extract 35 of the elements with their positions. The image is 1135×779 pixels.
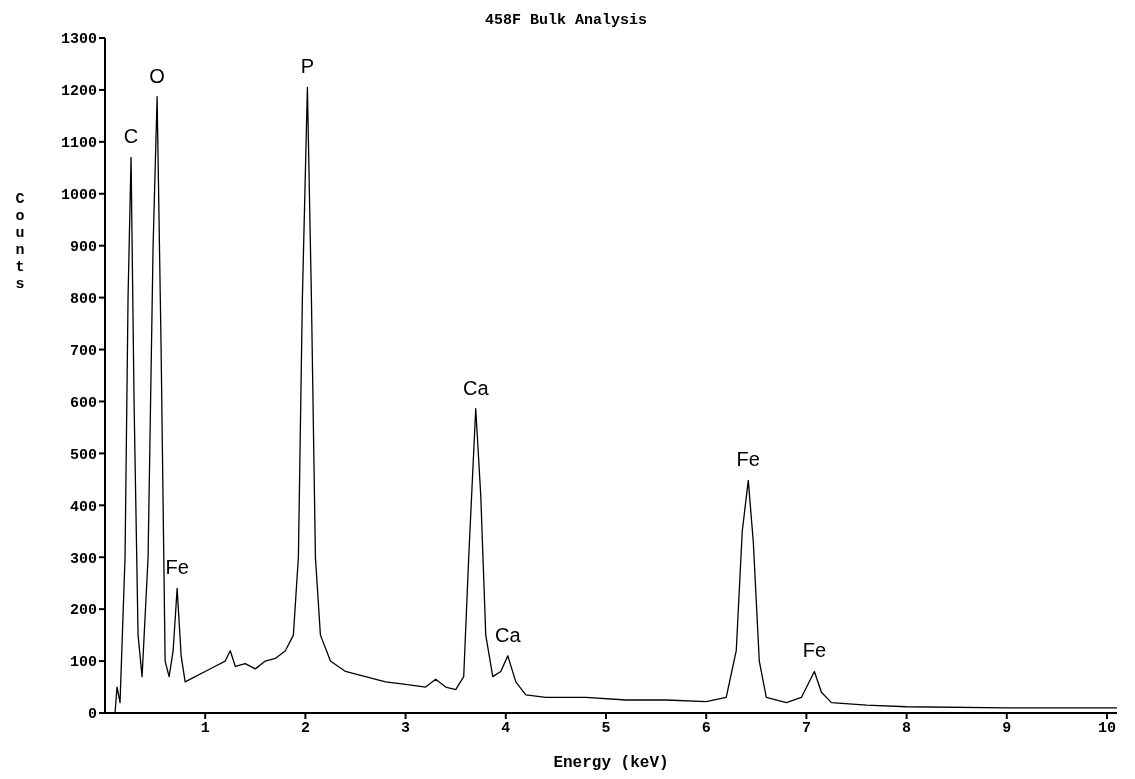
x-tick-label: 2 — [300, 719, 310, 737]
y-tick-label: 800 — [69, 290, 97, 308]
annotation: P — [300, 55, 315, 78]
annotation: Fe — [736, 448, 760, 471]
x-tick-label: 6 — [701, 719, 711, 737]
y-tick-label: 1200 — [60, 83, 97, 101]
y-tick-label: 100 — [69, 654, 97, 672]
y-tick-label: 0 — [87, 706, 97, 724]
annotation: Ca — [495, 623, 522, 646]
y-tick-label: 700 — [69, 342, 97, 360]
x-tick-label: 10 — [1097, 719, 1116, 737]
y-tick-label: 600 — [69, 394, 97, 412]
y-tick-label: 300 — [69, 550, 97, 568]
x-tick-label: 1 — [200, 719, 210, 737]
x-tick-label: 8 — [902, 719, 912, 737]
y-axis-title: Counts — [15, 191, 25, 293]
x-axis-title: Energy (keV) — [553, 754, 669, 772]
chart-title: 458F Bulk Analysis — [485, 12, 648, 29]
y-tick-label: 1000 — [60, 187, 97, 205]
annotation: O — [149, 64, 165, 87]
annotation: Fe — [802, 639, 827, 662]
annotation: Ca — [462, 376, 490, 399]
x-tick-label: 3 — [401, 719, 411, 737]
x-tick-label: 5 — [601, 719, 611, 737]
x-tick-label: 7 — [801, 719, 811, 737]
y-tick-label: 1100 — [60, 135, 97, 153]
x-tick-label: 9 — [1002, 719, 1012, 737]
y-tick-label: 400 — [69, 498, 97, 516]
y-tick-label: 900 — [69, 239, 97, 257]
annotation: Fe — [165, 556, 189, 579]
y-tick-label: 200 — [69, 602, 97, 620]
x-tick-label: 4 — [501, 719, 511, 737]
annotation: C — [123, 125, 139, 148]
y-tick-label: 1300 — [60, 31, 97, 49]
y-tick-label: 500 — [69, 446, 97, 464]
